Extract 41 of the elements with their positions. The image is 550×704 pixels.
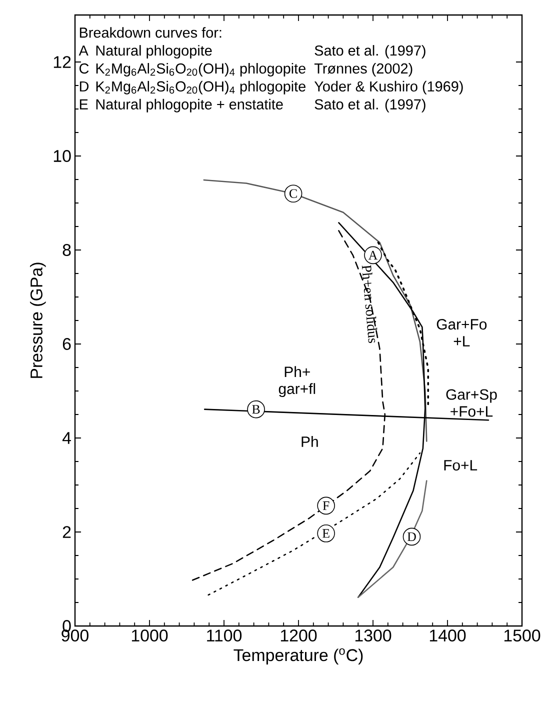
annotation: Sato et al. (1997) [314, 98, 426, 112]
y-tick-label: 6 [62, 338, 71, 350]
annotation: Ph+en solidus [362, 264, 378, 344]
annotation: D [407, 532, 416, 541]
text: K$_{2}$Mg$_{6}$Al$_{2}$Si$_{6}$O$_{20}$(OH)$_{4}$ phlogopite [96, 80, 306, 94]
annotation: Breakdown curves for: [80, 27, 222, 38]
annotation: D [80, 81, 89, 92]
annotation: A [78, 46, 88, 56]
annotation: C [80, 63, 89, 74]
x-tick-label: 1500 [504, 630, 540, 642]
y-tick-label: 8 [62, 244, 71, 256]
annotation: E [80, 99, 88, 110]
x-axis-title: Temperature ($^{o}$C) [234, 648, 363, 664]
y-tick-label: 4 [62, 432, 71, 444]
annotation: Gar+Fo +L [436, 319, 487, 346]
annotation: E [322, 529, 330, 538]
annotation: B [252, 405, 260, 414]
annotation: C [290, 189, 297, 198]
x-tick-label: 1200 [280, 630, 317, 642]
y-axis-title: Pressure (GPa) [30, 262, 46, 378]
annotation: Trønnes (2002) [314, 63, 412, 76]
x-tick-label: 1400 [430, 630, 466, 642]
annotation: Fo+L [444, 460, 478, 471]
annotation: Yoder & Kushiro (1969) [314, 80, 463, 94]
annotation: Sato et al. (1997) [314, 45, 426, 59]
text: K$_{2}$Mg$_{6}$Al$_{2}$Si$_{6}$O$_{20}$(OH)$_{4}$ phlogopite [96, 63, 306, 76]
annotation: Natural phlogopite [96, 45, 212, 59]
x-tick-label: 1100 [207, 630, 242, 642]
y-tick-label: 12 [54, 56, 71, 68]
annotation: F [322, 501, 330, 510]
x-tick-label: 900 [62, 630, 88, 642]
annotation: Ph+ gar+fl [278, 366, 316, 398]
annotation: A [368, 250, 378, 260]
y-tick-label: 2 [62, 526, 71, 538]
line-series [357, 480, 428, 598]
x-tick-label: 1300 [355, 630, 392, 642]
annotation: Natural phlogopite + enstatite [96, 98, 283, 112]
annotation: Ph [302, 436, 318, 447]
annotation: Gar+Sp +Fo+L [446, 389, 497, 417]
y-tick-label: 10 [54, 150, 71, 162]
x-tick-label: 1000 [132, 630, 168, 642]
